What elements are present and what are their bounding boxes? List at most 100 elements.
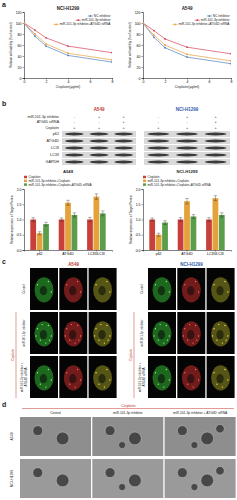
blot-strip: [62, 152, 136, 158]
y-tick-label: 2.0: [136, 188, 141, 192]
protein-label: p62: [53, 132, 59, 136]
legend-swatch: [143, 176, 146, 179]
y-tick: 60: [137, 44, 143, 48]
legend-label: miR-101-3p inhibitor+Cisplatin+ATG4D siR…: [148, 183, 212, 187]
nucleus: [98, 286, 105, 295]
puncta: [80, 379, 81, 380]
cell-body: [182, 321, 201, 346]
chart-title: A549: [63, 169, 74, 174]
puncta: [49, 339, 50, 340]
cell-body: [93, 365, 112, 390]
bar: [43, 224, 49, 250]
row-label: Control: [140, 284, 144, 294]
puncta: [198, 379, 199, 380]
y-tick-label: 100: [135, 22, 141, 26]
series-line: [143, 23, 231, 54]
puncta: [184, 372, 185, 373]
autophagosome: [191, 442, 198, 449]
y-axis-line: [23, 190, 25, 251]
autophagosome: [177, 426, 187, 436]
condition-sign: +: [215, 126, 218, 130]
series-point: [34, 33, 36, 35]
error-bar: [101, 211, 104, 216]
y-tick-mark: [23, 45, 25, 46]
western-blot: A549-++--++++NCI-H1299-++--++++miR-101-3…: [27, 107, 230, 166]
puncta: [109, 379, 110, 380]
x-tick-label: p62: [37, 252, 43, 256]
puncta: [184, 328, 185, 329]
puncta: [192, 386, 193, 387]
series-point: [45, 45, 47, 47]
group-bracket: [22, 408, 234, 409]
bar: [149, 220, 155, 251]
em-panel: CisplatinControlmiR-101-3p inhibitormiR-…: [10, 404, 236, 499]
y-tick: 1.5: [17, 203, 24, 207]
x-axis: p62ATG4DLC3II/LC3I: [25, 250, 113, 256]
error-bar: [207, 218, 210, 222]
blot-band: [65, 133, 84, 136]
puncta: [37, 372, 38, 373]
y-tick: 120: [135, 11, 143, 15]
blot-band: [176, 147, 198, 150]
legend-swatch: [143, 180, 146, 183]
chart-title: A549: [182, 6, 193, 11]
puncta: [213, 284, 214, 285]
nucleus: [40, 374, 47, 383]
autophagosome: [216, 424, 225, 433]
puncta: [95, 328, 96, 329]
fluorescence-panel: A549ControlmiR-101-3p inhibitormiR-101-3…: [11, 262, 235, 399]
puncta: [222, 386, 223, 387]
condition-sign: +: [98, 115, 101, 119]
puncta: [222, 342, 223, 343]
puncta: [195, 369, 196, 370]
puncta: [71, 324, 72, 325]
row-label: NCI-H1299: [10, 470, 14, 488]
micrograph: [92, 459, 163, 498]
puncta: [69, 383, 70, 384]
puncta: [218, 324, 219, 325]
error-bar: [157, 233, 160, 236]
puncta: [163, 342, 164, 343]
nucleus: [69, 330, 76, 339]
y-tick-mark: [23, 56, 25, 57]
autophagosome: [119, 442, 126, 449]
puncta: [69, 339, 70, 340]
cell-body: [211, 365, 230, 390]
puncta: [98, 383, 99, 384]
y-tick-label: 40: [18, 55, 22, 59]
blot-band: [90, 147, 109, 150]
error-bar: [95, 194, 98, 199]
legend-marker: [89, 15, 91, 17]
bar: [37, 233, 43, 250]
puncta: [45, 386, 46, 387]
x-tick: 8: [231, 78, 233, 84]
y-tick-mark: [142, 34, 144, 35]
y-tick: 100: [135, 22, 143, 26]
group-bracket: [16, 312, 17, 398]
condition-sign: -: [74, 115, 76, 119]
legend-marker: [196, 19, 198, 21]
puncta: [155, 284, 156, 285]
x-tick: LC3II/LC3I: [207, 250, 224, 256]
autophagosome: [105, 468, 115, 478]
series-point: [153, 30, 155, 32]
series-point: [111, 61, 112, 63]
autophagosome: [129, 432, 142, 445]
nucleus: [216, 330, 223, 339]
condition-sign: +: [186, 126, 189, 130]
y-axis-line: [142, 13, 144, 79]
condition-sign: +: [215, 120, 218, 124]
series-point: [34, 29, 36, 31]
puncta: [66, 372, 67, 373]
panel-label: d: [2, 401, 6, 408]
legend-marker: [77, 19, 79, 21]
y-tick: 80: [18, 33, 24, 37]
legend-swatch: [195, 20, 200, 21]
blot-band: [176, 133, 198, 136]
legend: NC inhibitormiR-101-3p inhibitormiR-101-…: [54, 14, 112, 26]
blot-band: [114, 147, 133, 150]
puncta: [183, 335, 184, 336]
y-tick-label: 80: [137, 33, 141, 37]
puncta: [213, 328, 214, 329]
legend-swatch: [24, 176, 27, 179]
